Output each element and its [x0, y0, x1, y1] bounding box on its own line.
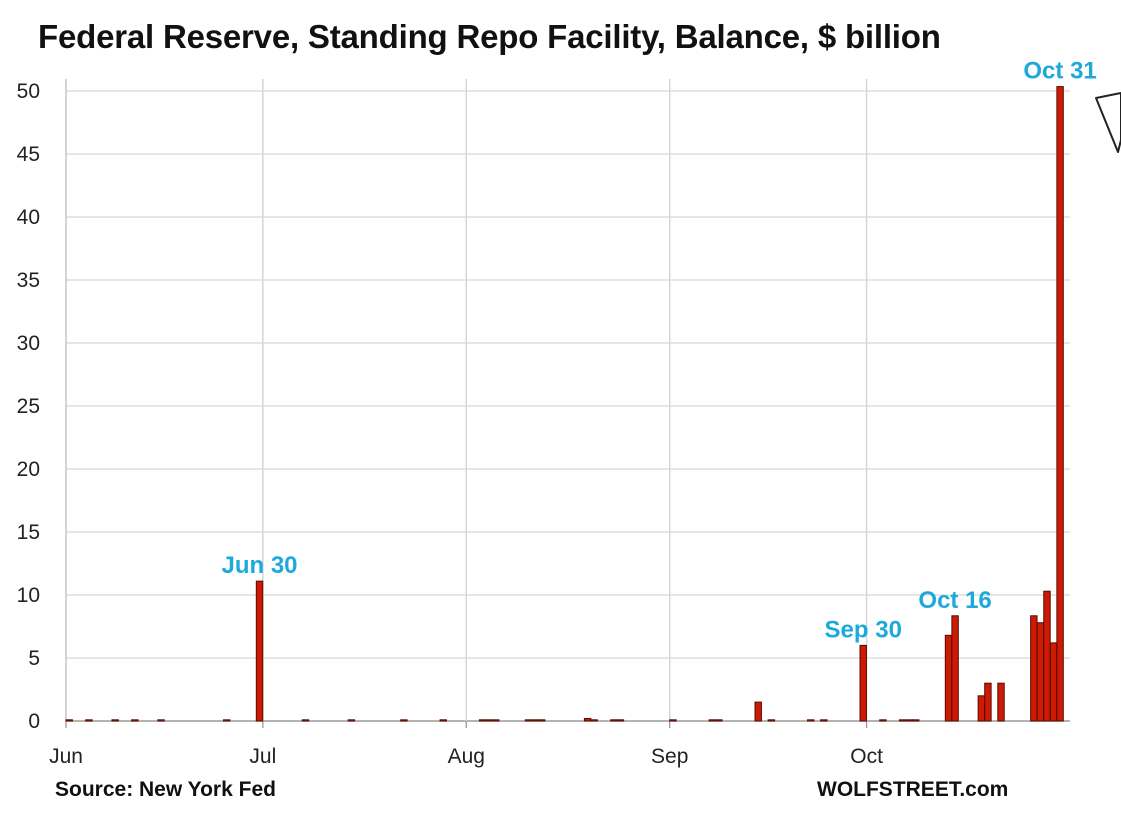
y-tick-label: 15 — [17, 521, 40, 544]
bar — [537, 719, 546, 722]
y-tick-label: 10 — [17, 584, 40, 607]
y-tick-label: 45 — [17, 143, 40, 166]
bar — [1036, 622, 1045, 722]
bar — [583, 717, 592, 722]
bar — [590, 719, 598, 722]
bar — [767, 719, 776, 722]
bar — [984, 682, 992, 722]
y-axis: 0 5 10 15 20 25 30 35 40 45 50 — [17, 80, 40, 733]
annotation-label: Oct 31 — [1023, 58, 1096, 85]
bar — [997, 682, 1005, 722]
source-note: Source: New York Fed — [55, 778, 276, 801]
y-tick-label: 40 — [17, 206, 40, 229]
y-tick-label: 50 — [17, 80, 40, 103]
bar — [879, 719, 887, 722]
annotation-label: Jun 30 — [222, 552, 298, 579]
bar — [400, 719, 408, 722]
gridlines — [65, 79, 1070, 722]
x-tick-label: Aug — [448, 745, 485, 768]
bar — [754, 701, 762, 722]
bar — [157, 719, 165, 722]
bar — [708, 719, 717, 722]
bar — [610, 719, 618, 722]
annotation-label: Sep 30 — [825, 616, 902, 643]
bar — [524, 719, 533, 722]
bar — [347, 719, 356, 722]
annotations: Jun 30 Sep 30 Oct 16 Oct 31 — [222, 58, 1097, 644]
bar — [859, 644, 867, 722]
bar — [485, 719, 493, 722]
x-tick-label: Oct — [850, 745, 883, 768]
y-tick-label: 0 — [28, 710, 40, 733]
bar — [898, 719, 907, 722]
bar — [1049, 642, 1058, 722]
bar — [1043, 590, 1051, 722]
chart-title: Federal Reserve, Standing Repo Facility,… — [38, 18, 941, 55]
cursor-arrow-icon — [1095, 92, 1121, 153]
bar — [669, 719, 677, 722]
bar — [820, 719, 828, 722]
y-tick-label: 20 — [17, 458, 40, 481]
y-tick-label: 30 — [17, 332, 40, 355]
x-tick-label: Jul — [249, 745, 276, 768]
bars — [65, 86, 1064, 722]
bar — [951, 615, 959, 722]
bar — [131, 719, 139, 722]
bar — [492, 719, 500, 722]
y-tick-label: 25 — [17, 395, 40, 418]
bar — [111, 719, 119, 722]
brand-watermark: WOLFSTREET.com — [817, 778, 1009, 801]
y-tick-label: 5 — [28, 647, 40, 670]
bar — [531, 719, 539, 722]
bar — [1056, 86, 1064, 722]
bar — [65, 719, 73, 722]
bar — [715, 719, 723, 722]
bar — [905, 719, 913, 722]
annotation-label: Oct 16 — [918, 587, 991, 614]
bar — [478, 719, 487, 722]
bar — [616, 719, 625, 722]
bar — [439, 719, 447, 722]
bar — [977, 695, 986, 722]
x-axis: Jun Jul Aug Sep Oct — [49, 721, 883, 768]
bar — [255, 580, 264, 722]
y-tick-label: 35 — [17, 269, 40, 292]
x-tick-label: Sep — [651, 745, 688, 768]
bar — [85, 719, 93, 722]
bar — [301, 719, 310, 722]
bar — [807, 719, 815, 722]
x-tick-label: Jun — [49, 745, 83, 768]
bar — [912, 719, 920, 722]
bar — [944, 634, 953, 722]
bar — [222, 719, 231, 722]
bar — [1030, 615, 1038, 722]
